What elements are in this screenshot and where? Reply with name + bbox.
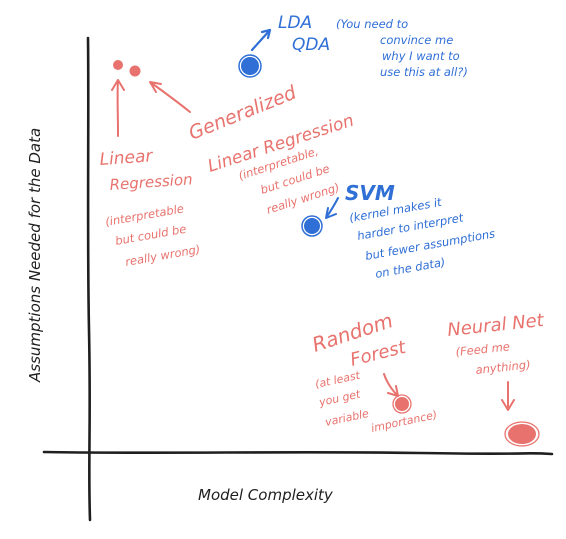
lda-qda-group: LDA QDA (You need to convince me why I w… — [238, 13, 468, 79]
axes — [42, 36, 554, 522]
lda-title-2: QDA — [292, 35, 330, 55]
nn-title: Neural Net — [446, 310, 545, 341]
lda-note-1: (You need to — [336, 17, 408, 31]
lda-note-3: why I want to — [382, 49, 460, 63]
linear-regression-group: Linear Regression (interpretable but cou… — [99, 60, 201, 269]
glm-point — [129, 65, 141, 77]
rf-point — [392, 394, 412, 414]
svm-group: SVM (kernel makes it harder to interpret… — [301, 181, 496, 281]
x-axis-line — [42, 450, 554, 456]
svm-title: SVM — [345, 181, 395, 205]
lda-title-1: LDA — [278, 13, 312, 33]
rf-note-2: you get — [317, 387, 362, 409]
lda-note-2: convince me — [380, 33, 453, 47]
nn-note-1: (Feed me — [455, 339, 511, 359]
lda-note-4: use this at all?) — [380, 65, 468, 79]
lda-arrow — [250, 28, 272, 52]
nn-point — [504, 421, 540, 447]
linear-arrow — [111, 79, 125, 137]
lda-point — [238, 54, 262, 78]
nn-arrow — [501, 381, 515, 411]
rf-note-3: variable — [324, 407, 370, 429]
glm-arrow — [149, 81, 191, 113]
nn-note-2: anything) — [475, 357, 531, 377]
random-forest-group: Random Forest (at least you get variable… — [309, 308, 438, 435]
y-axis-line — [86, 36, 92, 522]
linear-title-1: Linear — [99, 146, 154, 170]
y-axis-label: Assumptions Needed for the Data — [26, 128, 44, 383]
linear-title-2: Regression — [109, 170, 193, 194]
rf-arrow — [383, 373, 399, 397]
neural-net-group: Neural Net (Feed me anything) — [446, 310, 546, 447]
svm-point — [301, 215, 323, 237]
glm-group: Generalized Linear Regression (interpret… — [129, 65, 356, 217]
linear-point — [113, 60, 123, 70]
svm-arrow — [325, 197, 339, 219]
linear-note-3: really wrong) — [124, 242, 201, 269]
x-axis-label: Model Complexity — [198, 486, 334, 504]
